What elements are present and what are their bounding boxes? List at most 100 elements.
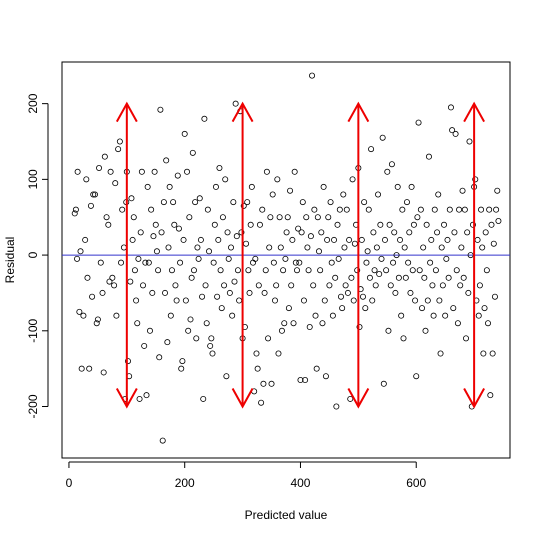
data-point xyxy=(96,165,103,172)
data-point xyxy=(144,183,151,190)
data-point xyxy=(421,274,428,281)
arrow-head-down xyxy=(231,388,254,409)
data-point xyxy=(314,214,321,221)
data-point xyxy=(200,395,207,402)
data-point xyxy=(379,134,386,141)
data-point xyxy=(212,183,219,190)
data-point xyxy=(292,259,299,266)
data-point xyxy=(454,320,461,327)
data-point xyxy=(341,244,348,251)
data-point xyxy=(141,342,148,349)
data-point xyxy=(159,437,166,444)
data-point xyxy=(307,233,314,240)
arrow-head-up xyxy=(463,101,485,123)
data-point xyxy=(494,187,501,194)
data-point xyxy=(458,244,465,251)
arrow-head-down xyxy=(115,388,138,409)
data-point xyxy=(225,255,232,262)
data-point xyxy=(444,236,451,243)
data-point xyxy=(441,221,448,228)
data-point xyxy=(398,312,405,319)
data-point xyxy=(309,72,316,79)
data-point xyxy=(181,130,188,137)
data-point xyxy=(430,312,437,319)
data-point xyxy=(118,259,125,266)
data-point xyxy=(234,267,241,274)
data-point xyxy=(429,282,436,289)
data-point xyxy=(417,206,424,213)
data-point xyxy=(469,221,476,228)
data-point xyxy=(351,240,358,247)
data-point xyxy=(300,297,307,304)
data-point xyxy=(495,218,502,225)
data-point xyxy=(155,267,162,274)
data-point xyxy=(162,289,169,296)
data-point xyxy=(333,403,340,410)
data-point xyxy=(120,244,127,251)
data-point xyxy=(152,221,159,228)
data-point xyxy=(180,236,187,243)
data-point xyxy=(409,267,416,274)
data-point xyxy=(390,259,397,266)
data-point xyxy=(474,236,481,243)
data-point xyxy=(328,259,335,266)
data-point xyxy=(431,206,438,213)
data-point xyxy=(491,293,498,300)
data-points xyxy=(71,72,502,444)
data-point xyxy=(312,312,319,319)
data-point xyxy=(203,320,210,327)
data-point xyxy=(129,236,136,243)
data-point xyxy=(268,380,275,387)
data-point xyxy=(156,354,163,361)
data-point xyxy=(160,199,167,206)
data-point xyxy=(274,176,281,183)
data-point xyxy=(90,191,97,198)
data-point xyxy=(322,373,329,380)
data-point xyxy=(116,138,123,145)
data-point xyxy=(76,308,83,315)
data-point xyxy=(344,289,351,296)
data-point xyxy=(174,172,181,179)
data-point xyxy=(153,248,160,255)
data-point xyxy=(481,305,488,312)
data-point xyxy=(184,168,191,175)
data-point xyxy=(84,274,91,281)
data-point xyxy=(168,267,175,274)
data-point xyxy=(377,221,384,228)
data-point xyxy=(112,180,119,187)
data-point xyxy=(243,240,250,247)
data-point xyxy=(281,320,288,327)
data-point xyxy=(486,206,493,213)
data-point xyxy=(273,282,280,289)
data-point xyxy=(395,274,402,281)
data-point xyxy=(432,267,439,274)
data-point xyxy=(163,157,170,164)
data-point xyxy=(405,259,412,266)
data-point xyxy=(195,255,202,262)
data-point xyxy=(368,146,375,153)
data-point xyxy=(460,274,467,281)
data-point xyxy=(380,380,387,387)
arrow-head-down xyxy=(463,388,485,409)
data-point xyxy=(336,206,343,213)
data-point xyxy=(226,289,233,296)
data-point xyxy=(109,274,116,281)
data-point xyxy=(221,282,228,289)
data-point xyxy=(296,259,303,266)
data-point xyxy=(185,327,192,334)
data-point xyxy=(400,335,407,342)
data-point xyxy=(113,312,120,319)
data-point xyxy=(119,206,126,213)
data-point xyxy=(282,255,289,262)
data-point xyxy=(100,369,107,376)
data-point xyxy=(124,358,131,365)
data-point xyxy=(403,199,410,206)
data-point xyxy=(423,221,430,228)
data-point xyxy=(445,274,452,281)
arrow-head-down xyxy=(347,388,370,409)
data-point xyxy=(192,199,199,206)
data-point xyxy=(385,327,392,334)
data-point xyxy=(133,297,140,304)
data-point xyxy=(209,350,216,357)
data-point xyxy=(151,168,158,175)
